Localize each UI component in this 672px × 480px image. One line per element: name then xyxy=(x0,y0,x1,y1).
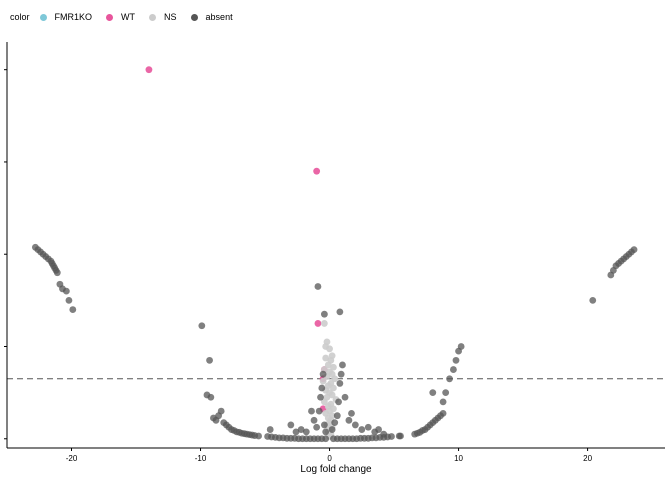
point-absent xyxy=(315,407,323,415)
point-absent xyxy=(589,296,597,304)
legend-title: color xyxy=(10,12,30,22)
point-absent xyxy=(630,246,638,254)
point-absent xyxy=(336,308,344,316)
point-ns xyxy=(319,377,327,385)
point-absent xyxy=(439,409,447,417)
point-absent xyxy=(348,409,355,417)
point-absent xyxy=(429,389,437,397)
legend-swatch-wt xyxy=(106,13,114,21)
point-absent xyxy=(339,361,346,369)
x-tick-label: -20 xyxy=(66,454,78,463)
legend-label-absent: absent xyxy=(205,12,233,22)
point-absent xyxy=(336,380,344,387)
legend-swatch-ns xyxy=(149,13,157,21)
point-absent xyxy=(62,287,70,295)
point-ns xyxy=(328,391,336,399)
axes: -20 -10 0 10 20 xyxy=(4,42,665,463)
point-wt xyxy=(314,320,322,327)
legend: color FMR1KO WT NS absent xyxy=(10,12,247,22)
point-absent xyxy=(266,426,274,433)
point-absent xyxy=(320,421,328,429)
point-absent xyxy=(255,432,262,440)
point-absent xyxy=(53,269,61,277)
point-absent xyxy=(198,322,206,330)
point-absent xyxy=(375,426,382,433)
x-tick-label: -10 xyxy=(195,454,207,463)
legend-item-wt: WT xyxy=(106,12,135,22)
x-tick-label: 20 xyxy=(583,454,592,463)
point-absent xyxy=(319,370,327,378)
point-absent xyxy=(351,421,359,429)
x-axis-label: Log fold change xyxy=(300,464,372,475)
point-absent xyxy=(341,393,349,401)
point-absent xyxy=(317,393,324,401)
point-absent xyxy=(446,375,453,383)
point-absent xyxy=(380,430,388,438)
point-absent xyxy=(65,296,73,304)
point-absent xyxy=(452,356,460,364)
point-absent xyxy=(442,389,450,397)
point-absent xyxy=(331,419,339,427)
point-absent xyxy=(320,310,328,318)
point-ns xyxy=(324,361,332,369)
point-ns xyxy=(322,354,330,362)
x-tick-label: 10 xyxy=(454,454,463,463)
point-absent xyxy=(333,412,341,420)
point-wt xyxy=(313,167,321,175)
point-wt xyxy=(145,66,153,74)
point-ns xyxy=(326,345,333,353)
x-tick-label: 0 xyxy=(327,454,332,463)
point-absent xyxy=(457,343,465,350)
legend-swatch-fmr1ko xyxy=(39,13,47,21)
point-absent xyxy=(302,428,310,436)
point-absent xyxy=(206,356,213,364)
legend-label-wt: WT xyxy=(121,12,136,22)
legend-label-fmr1ko: FMR1KO xyxy=(54,12,93,22)
point-ns xyxy=(330,363,337,371)
legend-item-absent: absent xyxy=(190,12,233,22)
point-absent xyxy=(335,398,342,406)
point-absent xyxy=(314,283,322,290)
point-absent xyxy=(345,416,353,424)
point-absent xyxy=(217,407,225,415)
point-absent xyxy=(69,306,77,313)
point-absent xyxy=(388,433,395,440)
data-points xyxy=(31,66,638,443)
legend-label-ns: NS xyxy=(164,12,177,22)
legend-swatch-absent xyxy=(190,13,198,21)
point-absent xyxy=(322,435,330,443)
point-absent xyxy=(318,384,326,392)
point-absent xyxy=(308,407,315,415)
point-absent xyxy=(395,432,403,440)
point-ns xyxy=(331,375,339,383)
point-absent xyxy=(313,423,321,431)
point-absent xyxy=(450,366,457,373)
point-absent xyxy=(297,426,305,433)
point-absent xyxy=(310,416,318,424)
point-absent xyxy=(322,428,330,436)
point-absent xyxy=(207,393,215,401)
point-ns xyxy=(330,384,337,392)
point-absent xyxy=(292,428,300,436)
point-ns xyxy=(320,398,328,406)
point-ns xyxy=(320,320,328,327)
point-absent xyxy=(328,426,336,433)
legend-item-ns: NS xyxy=(149,12,177,22)
point-absent xyxy=(364,423,372,431)
point-absent xyxy=(337,370,345,378)
point-absent xyxy=(287,421,295,429)
legend-item-fmr1ko: FMR1KO xyxy=(39,12,93,22)
point-absent xyxy=(358,426,366,433)
point-absent xyxy=(439,398,447,406)
